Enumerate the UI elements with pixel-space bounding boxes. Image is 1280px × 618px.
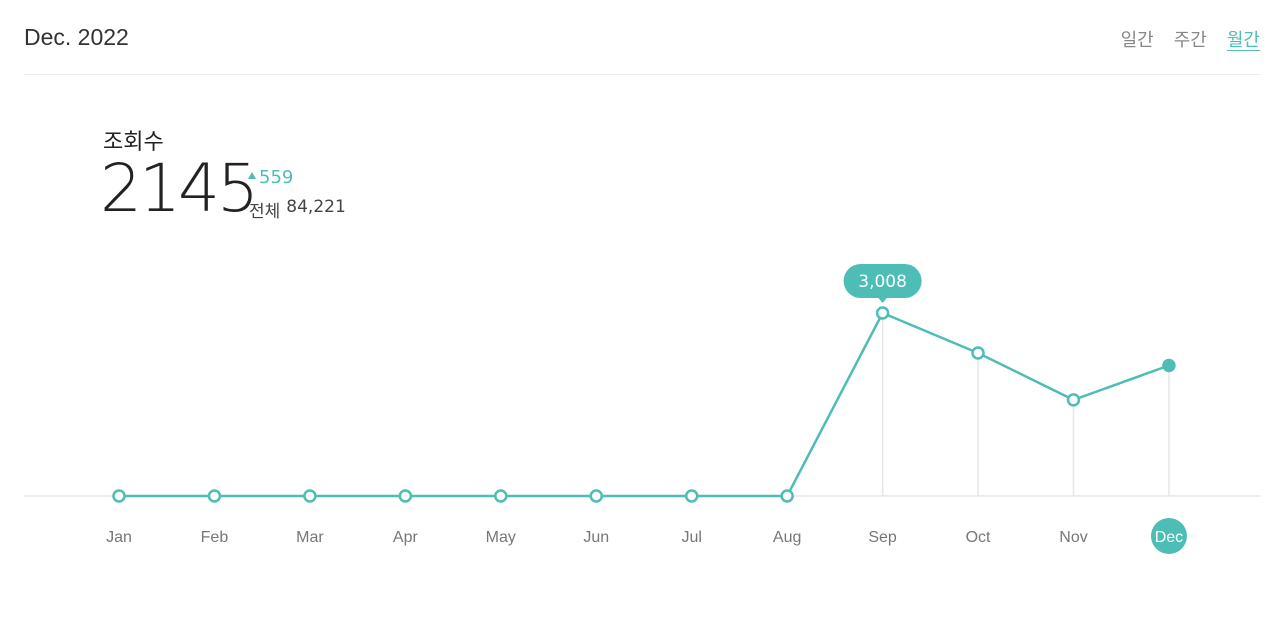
data-point-dec[interactable] — [1162, 358, 1176, 373]
value-tooltip — [843, 264, 922, 298]
period-tabs: 일간 주간 월간 — [1121, 26, 1260, 52]
period-title: Dec. 2022 — [24, 24, 129, 50]
x-tick-aug[interactable]: Aug — [773, 529, 801, 546]
total-value: 84,221 — [286, 197, 346, 217]
data-point-feb[interactable] — [207, 489, 222, 503]
x-tick-apr[interactable]: Apr — [393, 529, 419, 546]
data-point-may[interactable] — [494, 489, 508, 503]
data-point-mar[interactable] — [303, 489, 317, 503]
data-point-sep[interactable] — [875, 306, 890, 320]
data-point-nov[interactable] — [1066, 393, 1081, 407]
total-label: 전체 — [249, 202, 281, 222]
selected-month-badge — [1150, 518, 1187, 554]
series-line — [119, 311, 1170, 498]
delta-value: 559 — [259, 167, 294, 188]
data-point-apr[interactable] — [398, 489, 413, 503]
x-tick-mar[interactable]: Mar — [296, 529, 324, 546]
x-tick-dec[interactable]: Dec — [1155, 529, 1183, 546]
tooltip-pointer — [877, 297, 888, 303]
data-point-aug[interactable] — [780, 489, 794, 503]
up-triangle-icon — [248, 172, 256, 179]
x-tick-jul[interactable]: Jul — [681, 529, 701, 546]
data-point-jun[interactable] — [589, 489, 603, 503]
x-tick-jun[interactable]: Jun — [583, 529, 609, 546]
tab-weekly[interactable]: 주간 — [1173, 30, 1207, 51]
x-tick-feb[interactable]: Feb — [201, 529, 229, 546]
tab-monthly[interactable]: 월간 — [1226, 30, 1260, 51]
data-point-jan[interactable] — [112, 489, 126, 503]
header: Dec. 2022 일간 주간 월간 — [24, 0, 1260, 75]
tooltip-value: 3,008 — [858, 272, 907, 292]
x-tick-nov[interactable]: Nov — [1059, 529, 1087, 546]
data-point-jul[interactable] — [684, 489, 699, 503]
delta: 559 — [248, 167, 293, 188]
metric-label: 조회수 — [103, 130, 164, 155]
x-tick-sep[interactable]: Sep — [868, 529, 897, 546]
x-tick-oct[interactable]: Oct — [966, 529, 991, 546]
data-point-oct[interactable] — [971, 346, 985, 360]
total: 전체 84,221 — [249, 197, 346, 222]
metric-value: 2145 — [100, 150, 259, 227]
tab-daily[interactable]: 일간 — [1120, 30, 1154, 51]
x-tick-may[interactable]: May — [486, 529, 516, 546]
x-tick-jan[interactable]: Jan — [106, 529, 132, 546]
